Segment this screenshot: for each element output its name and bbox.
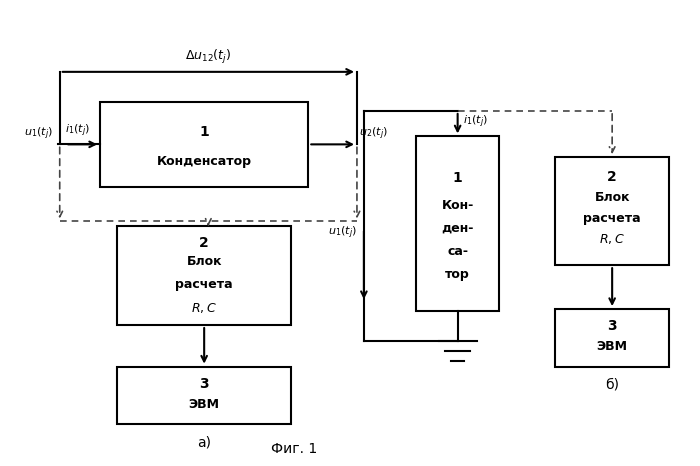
Text: расчета: расчета: [583, 212, 641, 225]
Text: ЭВМ: ЭВМ: [596, 341, 628, 353]
Text: Кон-: Кон-: [442, 199, 474, 212]
Text: 2: 2: [199, 236, 209, 250]
Text: 2: 2: [608, 170, 617, 184]
Text: $R, C$: $R, C$: [599, 232, 625, 246]
Text: ЭВМ: ЭВМ: [189, 398, 220, 411]
Text: ден-: ден-: [442, 222, 474, 235]
Text: $u_2(t_j)$: $u_2(t_j)$: [359, 126, 388, 142]
Text: Конденсатор: Конденсатор: [157, 155, 252, 168]
Text: $u_1(t_j)$: $u_1(t_j)$: [24, 126, 52, 142]
Text: расчета: расчета: [176, 278, 233, 291]
Bar: [100, 102, 308, 187]
Text: Блок: Блок: [186, 255, 222, 268]
Bar: [118, 367, 291, 424]
Text: са-: са-: [447, 245, 468, 258]
Text: 3: 3: [608, 319, 617, 333]
Text: $\Delta u_{12}(t_j)$: $\Delta u_{12}(t_j)$: [186, 48, 232, 66]
Bar: [555, 157, 669, 265]
Text: 1: 1: [199, 124, 209, 138]
Text: 1: 1: [453, 171, 463, 185]
Text: $i_1(t_j)$: $i_1(t_j)$: [65, 123, 90, 139]
Bar: [555, 309, 669, 367]
Text: 3: 3: [199, 377, 209, 391]
Bar: [118, 226, 291, 325]
Text: $R, C$: $R, C$: [191, 301, 217, 315]
Text: $u_1(t_j)$: $u_1(t_j)$: [328, 225, 357, 241]
Text: б): б): [606, 378, 620, 392]
Text: тор: тор: [445, 268, 470, 281]
Text: а): а): [197, 435, 211, 449]
Text: Фиг. 1: Фиг. 1: [272, 442, 318, 456]
Text: $i_1(t_j)$: $i_1(t_j)$: [463, 113, 488, 130]
Text: Блок: Блок: [594, 191, 630, 204]
Bar: [416, 137, 499, 311]
